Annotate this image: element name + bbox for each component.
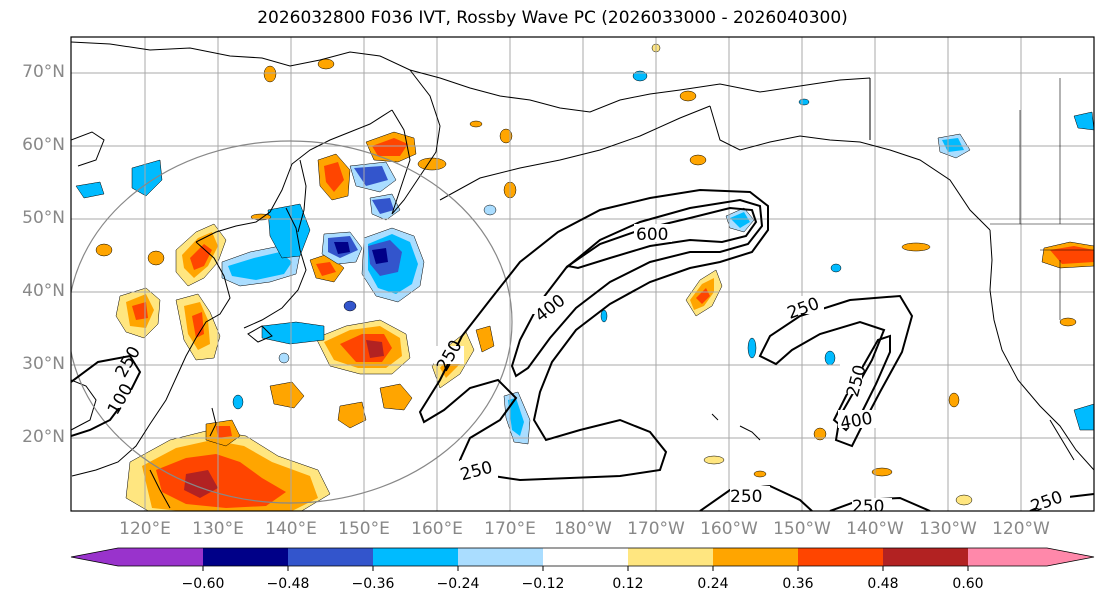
colorbar-segment — [883, 548, 968, 566]
colorbar-segment — [288, 548, 373, 566]
positive-anomaly — [192, 312, 204, 338]
positive-anomaly — [269, 381, 305, 409]
colorbar-segment — [798, 548, 883, 566]
colorbar-tick-label: 0.12 — [612, 576, 644, 592]
lon-label: 130°W — [919, 519, 977, 539]
contour-label: 250 — [852, 497, 884, 517]
positive-anomaly — [366, 340, 384, 358]
lon-label: 180°W — [554, 519, 612, 539]
colorbar-segment — [373, 548, 458, 566]
negative-anomaly — [372, 198, 394, 214]
contour-label-boxes — [104, 224, 1070, 511]
colorbar-outline — [70, 547, 1095, 567]
colorbar-segment — [203, 548, 288, 566]
lon-label: 120°E — [119, 519, 171, 539]
lon-label: 120°W — [992, 519, 1050, 539]
negative-anomaly — [372, 248, 388, 264]
positive-anomaly — [132, 302, 148, 320]
lat-label: 30°N — [22, 354, 65, 374]
colorbar-tick-label: −0.36 — [351, 576, 395, 592]
colorbar-segment — [543, 548, 628, 566]
positive-anomaly — [190, 244, 212, 270]
positive-anomaly — [379, 383, 413, 411]
colorbar-tick-label: 0.48 — [867, 576, 899, 592]
lon-label: 150°E — [338, 519, 390, 539]
lon-label: 140°E — [265, 519, 317, 539]
coastlines — [71, 41, 1094, 509]
colorbar-segment — [968, 548, 1047, 566]
positive-anomaly — [372, 138, 408, 156]
lat-label: 60°N — [22, 135, 65, 155]
positive-anomaly — [324, 162, 344, 192]
colorbar-tick-label: −0.60 — [181, 576, 225, 592]
colorbar-tick-label: 0.24 — [697, 576, 729, 592]
colorbar-segment — [628, 548, 713, 566]
lat-label: 50°N — [22, 208, 65, 228]
colorbar-tick-label: 0.36 — [782, 576, 814, 592]
positive-anomaly — [216, 426, 232, 438]
negative-anomaly — [334, 242, 350, 254]
ivt-anomaly-shading — [75, 43, 1094, 511]
lat-label: 70°N — [22, 62, 65, 82]
colorbar — [70, 547, 1095, 571]
lat-label: 40°N — [22, 281, 65, 301]
negative-anomaly — [354, 166, 388, 186]
negative-anomaly — [228, 252, 292, 280]
lon-label: 130°E — [192, 519, 244, 539]
colorbar-extend-high — [1047, 548, 1094, 566]
positive-anomaly — [475, 325, 495, 353]
lon-label: 140°W — [846, 519, 904, 539]
rossby-wave-circle — [71, 140, 513, 504]
lon-label: 170°W — [627, 519, 685, 539]
negative-anomaly — [261, 321, 325, 345]
negative-anomaly — [1073, 403, 1094, 431]
map-frame — [70, 36, 1095, 512]
colorbar-segment — [713, 548, 798, 566]
lat-label: 20°N — [22, 427, 65, 447]
positive-anomaly — [337, 401, 367, 429]
lon-label: 150°W — [773, 519, 831, 539]
negative-anomaly — [1073, 111, 1094, 131]
colorbar-tick-label: −0.12 — [521, 576, 565, 592]
colorbar-tick-label: −0.24 — [436, 576, 480, 592]
lon-label: 160°E — [411, 519, 463, 539]
colorbar-segment — [458, 548, 543, 566]
colorbar-tick-label: −0.48 — [266, 576, 310, 592]
lon-label: 170°E — [484, 519, 536, 539]
contour-label: 250 — [730, 487, 762, 507]
negative-anomaly — [131, 159, 163, 197]
positive-anomaly — [316, 262, 336, 276]
negative-anomaly — [508, 398, 524, 436]
colorbar-tick-label: 0.60 — [952, 576, 984, 592]
negative-anomaly — [75, 181, 105, 199]
map-title: 2026032800 F036 IVT, Rossby Wave PC (202… — [257, 8, 848, 28]
colorbar-segment — [118, 548, 203, 566]
positive-anomaly — [1050, 246, 1094, 264]
positive-anomaly — [156, 454, 286, 508]
contour-label: 600 — [636, 225, 668, 245]
colorbar-extend-low — [71, 548, 118, 566]
negative-anomaly — [730, 212, 750, 228]
lon-label: 160°W — [700, 519, 758, 539]
